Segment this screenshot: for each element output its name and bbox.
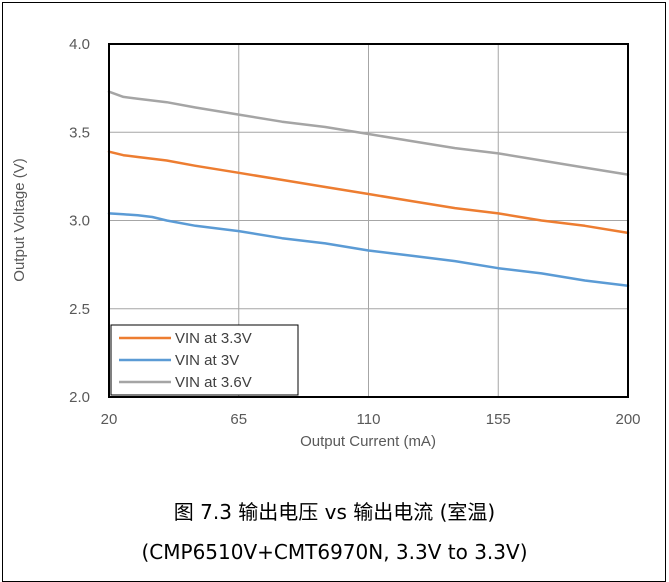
y-tick-label: 3.5	[69, 124, 90, 141]
figure-caption: 图 7.3 输出电压 vs 输出电流 (室温) (CMP6510V+CMT697…	[0, 492, 669, 572]
output-voltage-chart: 20 65 110 155 200 2.0 2.5 3.0 3.5 4.0 Output Cur…	[11, 36, 641, 450]
series-line	[107, 90, 630, 176]
x-tick-labels: 20 65 110 155 200	[101, 411, 641, 428]
x-tick-label: 200	[615, 411, 640, 428]
x-axis-title: Output Current (mA)	[300, 433, 436, 450]
y-tick-label: 2.5	[69, 301, 90, 318]
y-tick-label: 3.0	[69, 213, 90, 230]
x-tick-label: 65	[230, 411, 247, 428]
y-tick-labels: 2.0 2.5 3.0 3.5 4.0	[69, 36, 90, 406]
plot-area-border	[108, 43, 629, 398]
legend: VIN at 3.3V VIN at 3V VIN at 3.6V	[110, 324, 299, 396]
y-axis-title: Output Voltage (V)	[11, 158, 28, 281]
series-line	[107, 212, 630, 288]
series-line	[107, 150, 630, 235]
legend-label: VIN at 3V	[175, 352, 239, 369]
legend-label: VIN at 3.6V	[175, 374, 252, 391]
caption-line-2: (CMP6510V+CMT6970N, 3.3V to 3.3V)	[141, 540, 528, 564]
y-tick-label: 4.0	[69, 36, 90, 53]
y-tick-label: 2.0	[69, 389, 90, 406]
x-tick-label: 155	[486, 411, 511, 428]
x-tick-label: 110	[357, 411, 381, 428]
x-tick-label: 20	[101, 411, 118, 428]
series-lines	[107, 90, 630, 288]
legend-label: VIN at 3.3V	[175, 330, 252, 347]
caption-line-1: 图 7.3 输出电压 vs 输出电流 (室温)	[173, 500, 496, 524]
